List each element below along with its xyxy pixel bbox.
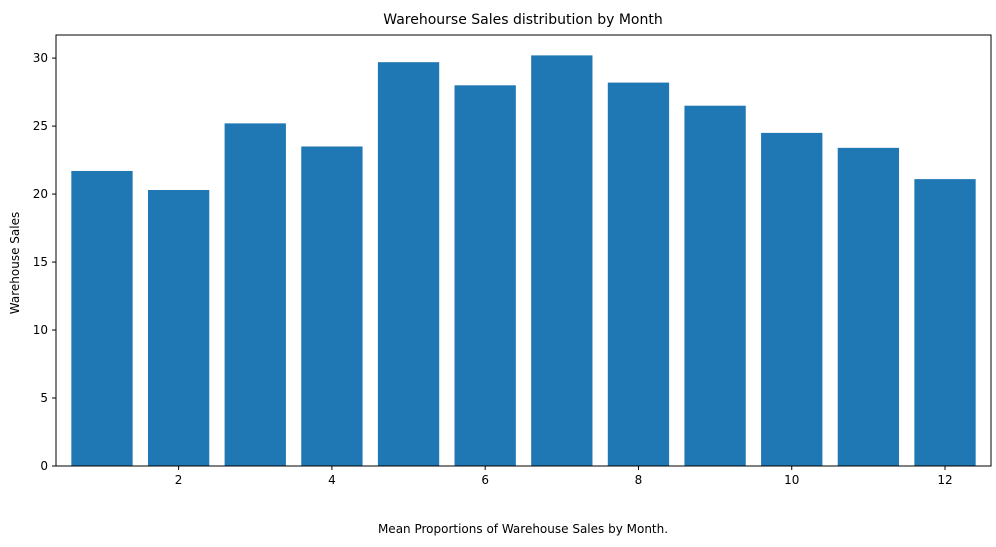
x-axis-ticks: 2 4 6 8 10 12 bbox=[175, 466, 953, 487]
bar-month-5 bbox=[377, 62, 440, 466]
y-tick-label: 15 bbox=[33, 255, 48, 269]
y-tick-label: 20 bbox=[33, 187, 48, 201]
bar-month-11 bbox=[837, 147, 900, 467]
x-tick-label: 12 bbox=[937, 473, 952, 487]
y-tick-label: 0 bbox=[40, 459, 48, 473]
y-tick-label: 10 bbox=[33, 323, 48, 337]
x-tick-label: 2 bbox=[175, 473, 183, 487]
bars-group bbox=[71, 55, 976, 467]
chart-title: Warehourse Sales distribution by Month bbox=[383, 12, 662, 28]
y-axis-ticks: 0 5 10 15 20 25 30 bbox=[33, 51, 56, 473]
bar-month-2 bbox=[147, 189, 210, 467]
y-tick-label: 25 bbox=[33, 119, 48, 133]
bar-month-3 bbox=[224, 123, 286, 466]
y-tick-label: 5 bbox=[40, 391, 48, 405]
bar-month-12 bbox=[914, 179, 976, 466]
bar-month-7 bbox=[531, 55, 593, 467]
x-tick-label: 10 bbox=[784, 473, 799, 487]
bar-month-4 bbox=[301, 146, 363, 466]
bar-month-9 bbox=[684, 105, 746, 466]
bar-month-6 bbox=[454, 85, 516, 466]
x-tick-label: 4 bbox=[328, 473, 336, 487]
y-tick-label: 30 bbox=[33, 51, 48, 65]
bar-month-8 bbox=[607, 82, 670, 466]
plot-frame bbox=[55, 34, 992, 467]
x-axis-label: Mean Proportions of Warehouse Sales by M… bbox=[378, 522, 668, 536]
x-tick-label: 6 bbox=[481, 473, 489, 487]
bar-month-1 bbox=[71, 170, 133, 466]
bar-month-10 bbox=[761, 132, 823, 466]
x-tick-label: 8 bbox=[635, 473, 643, 487]
y-axis-label: Warehouse Sales bbox=[8, 212, 22, 314]
